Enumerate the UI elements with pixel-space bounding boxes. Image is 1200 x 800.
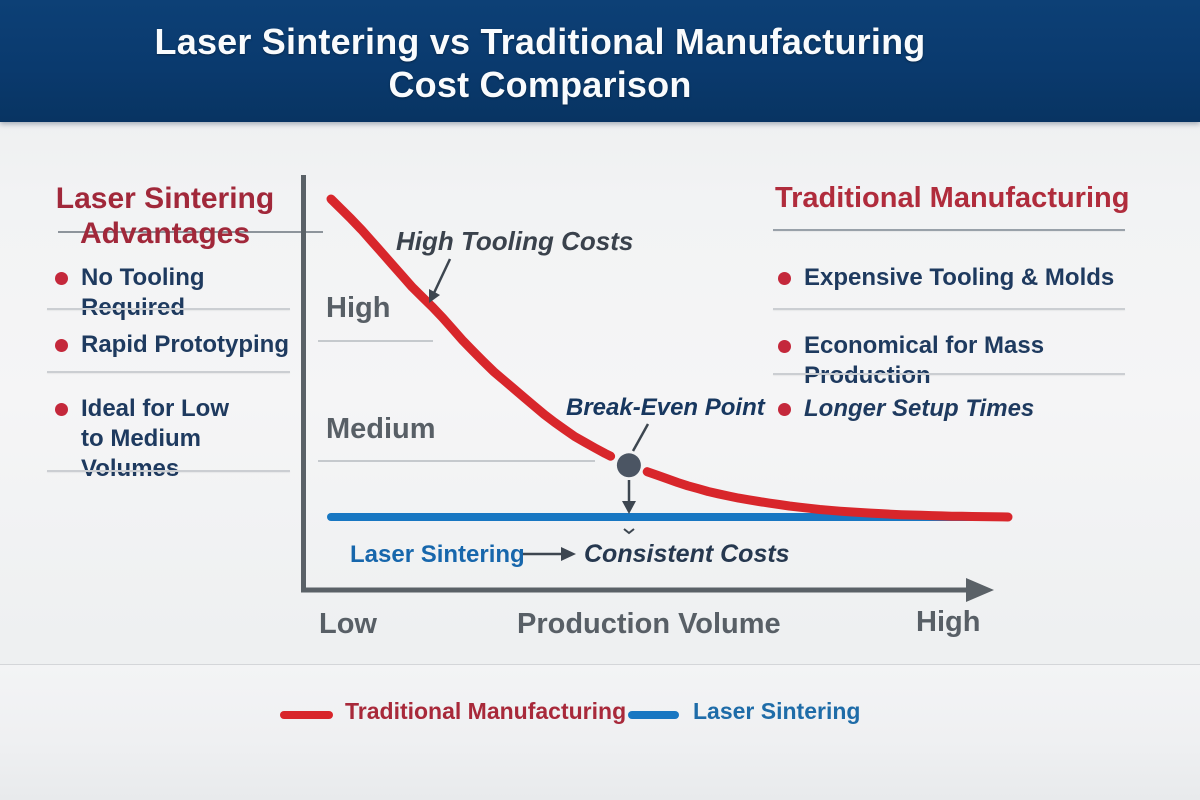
left-divider-2 [47, 371, 290, 373]
left-divider-3 [47, 470, 290, 472]
y-tick-high: High [326, 292, 391, 324]
x-tick-high: High [916, 606, 981, 638]
list-item: No Tooling Required [55, 263, 305, 323]
right-divider-2 [773, 373, 1125, 375]
list-item: Longer Setup Times [778, 394, 1138, 424]
page-title-line1: Laser Sintering vs Traditional Manufactu… [154, 21, 926, 62]
legend-strip [0, 664, 1200, 800]
list-item: Rapid Prototyping [55, 330, 305, 360]
y-tick-medium: Medium [326, 413, 436, 445]
bullet-icon [778, 272, 791, 285]
right-divider-1 [773, 308, 1125, 310]
x-axis-arrowhead-icon [966, 578, 994, 602]
bullet-icon [778, 340, 791, 353]
high-tooling-costs-arrowhead-icon [429, 289, 440, 303]
bullet-icon [55, 403, 68, 416]
bullet-icon [55, 272, 68, 285]
legend-label-traditional: Traditional Manufacturing [345, 698, 627, 724]
traditional-curve-segment-2 [642, 467, 1013, 522]
x-tick-low: Low [319, 608, 377, 640]
break-even-pointer-line [631, 423, 650, 452]
list-item: Economical for Mass Production [778, 331, 1138, 391]
laser-sintering-label-arrowhead-icon [561, 547, 576, 561]
break-even-connector-arrowhead-icon [622, 501, 636, 514]
right-item-1-label: Expensive Tooling & Molds [804, 264, 1115, 291]
legend-label-laser: Laser Sintering [693, 698, 861, 724]
right-item-3-label: Longer Setup Times [804, 395, 1035, 422]
page-title: Laser Sintering vs Traditional Manufactu… [0, 20, 1080, 106]
bullet-icon [778, 403, 791, 416]
list-item: Ideal for Low to Medium Volumes [55, 394, 255, 484]
break-even-point-marker [616, 453, 641, 478]
break-even-point-label: Break-Even Point [566, 394, 765, 421]
laser-sintering-series-label: Laser Sintering [350, 541, 525, 568]
legend-swatch-laser [628, 711, 679, 719]
left-item-3-label: Ideal for Low to Medium Volumes [81, 395, 230, 482]
consistent-costs-label: Consistent Costs [584, 540, 790, 568]
left-heading-line2: Advantages [79, 217, 251, 250]
left-item-1-label: No Tooling Required [81, 264, 205, 321]
left-heading-line1: Laser Sintering [55, 182, 275, 215]
high-tooling-costs-label: High Tooling Costs [396, 226, 634, 256]
list-item: Expensive Tooling & Molds [778, 263, 1138, 293]
left-divider-1 [47, 308, 290, 310]
right-panel-heading: Traditional Manufacturing [775, 182, 1130, 214]
traditional-curve-segment-1 [326, 194, 616, 461]
bullet-icon [55, 339, 68, 352]
right-item-2-label: Economical for Mass Production [804, 332, 1045, 389]
high-tooling-costs-arrow-line [432, 258, 452, 294]
legend-swatch-traditional [280, 711, 333, 719]
right-heading-divider [773, 229, 1125, 231]
x-axis-title: Production Volume [517, 608, 781, 640]
left-item-2-label: Rapid Prototyping [81, 331, 289, 358]
page-title-line2: Cost Comparison [388, 64, 692, 105]
header-banner: Laser Sintering vs Traditional Manufactu… [0, 0, 1200, 122]
break-even-connector-tick [623, 528, 635, 535]
left-panel-heading: Laser Sintering Advantages [40, 181, 290, 251]
